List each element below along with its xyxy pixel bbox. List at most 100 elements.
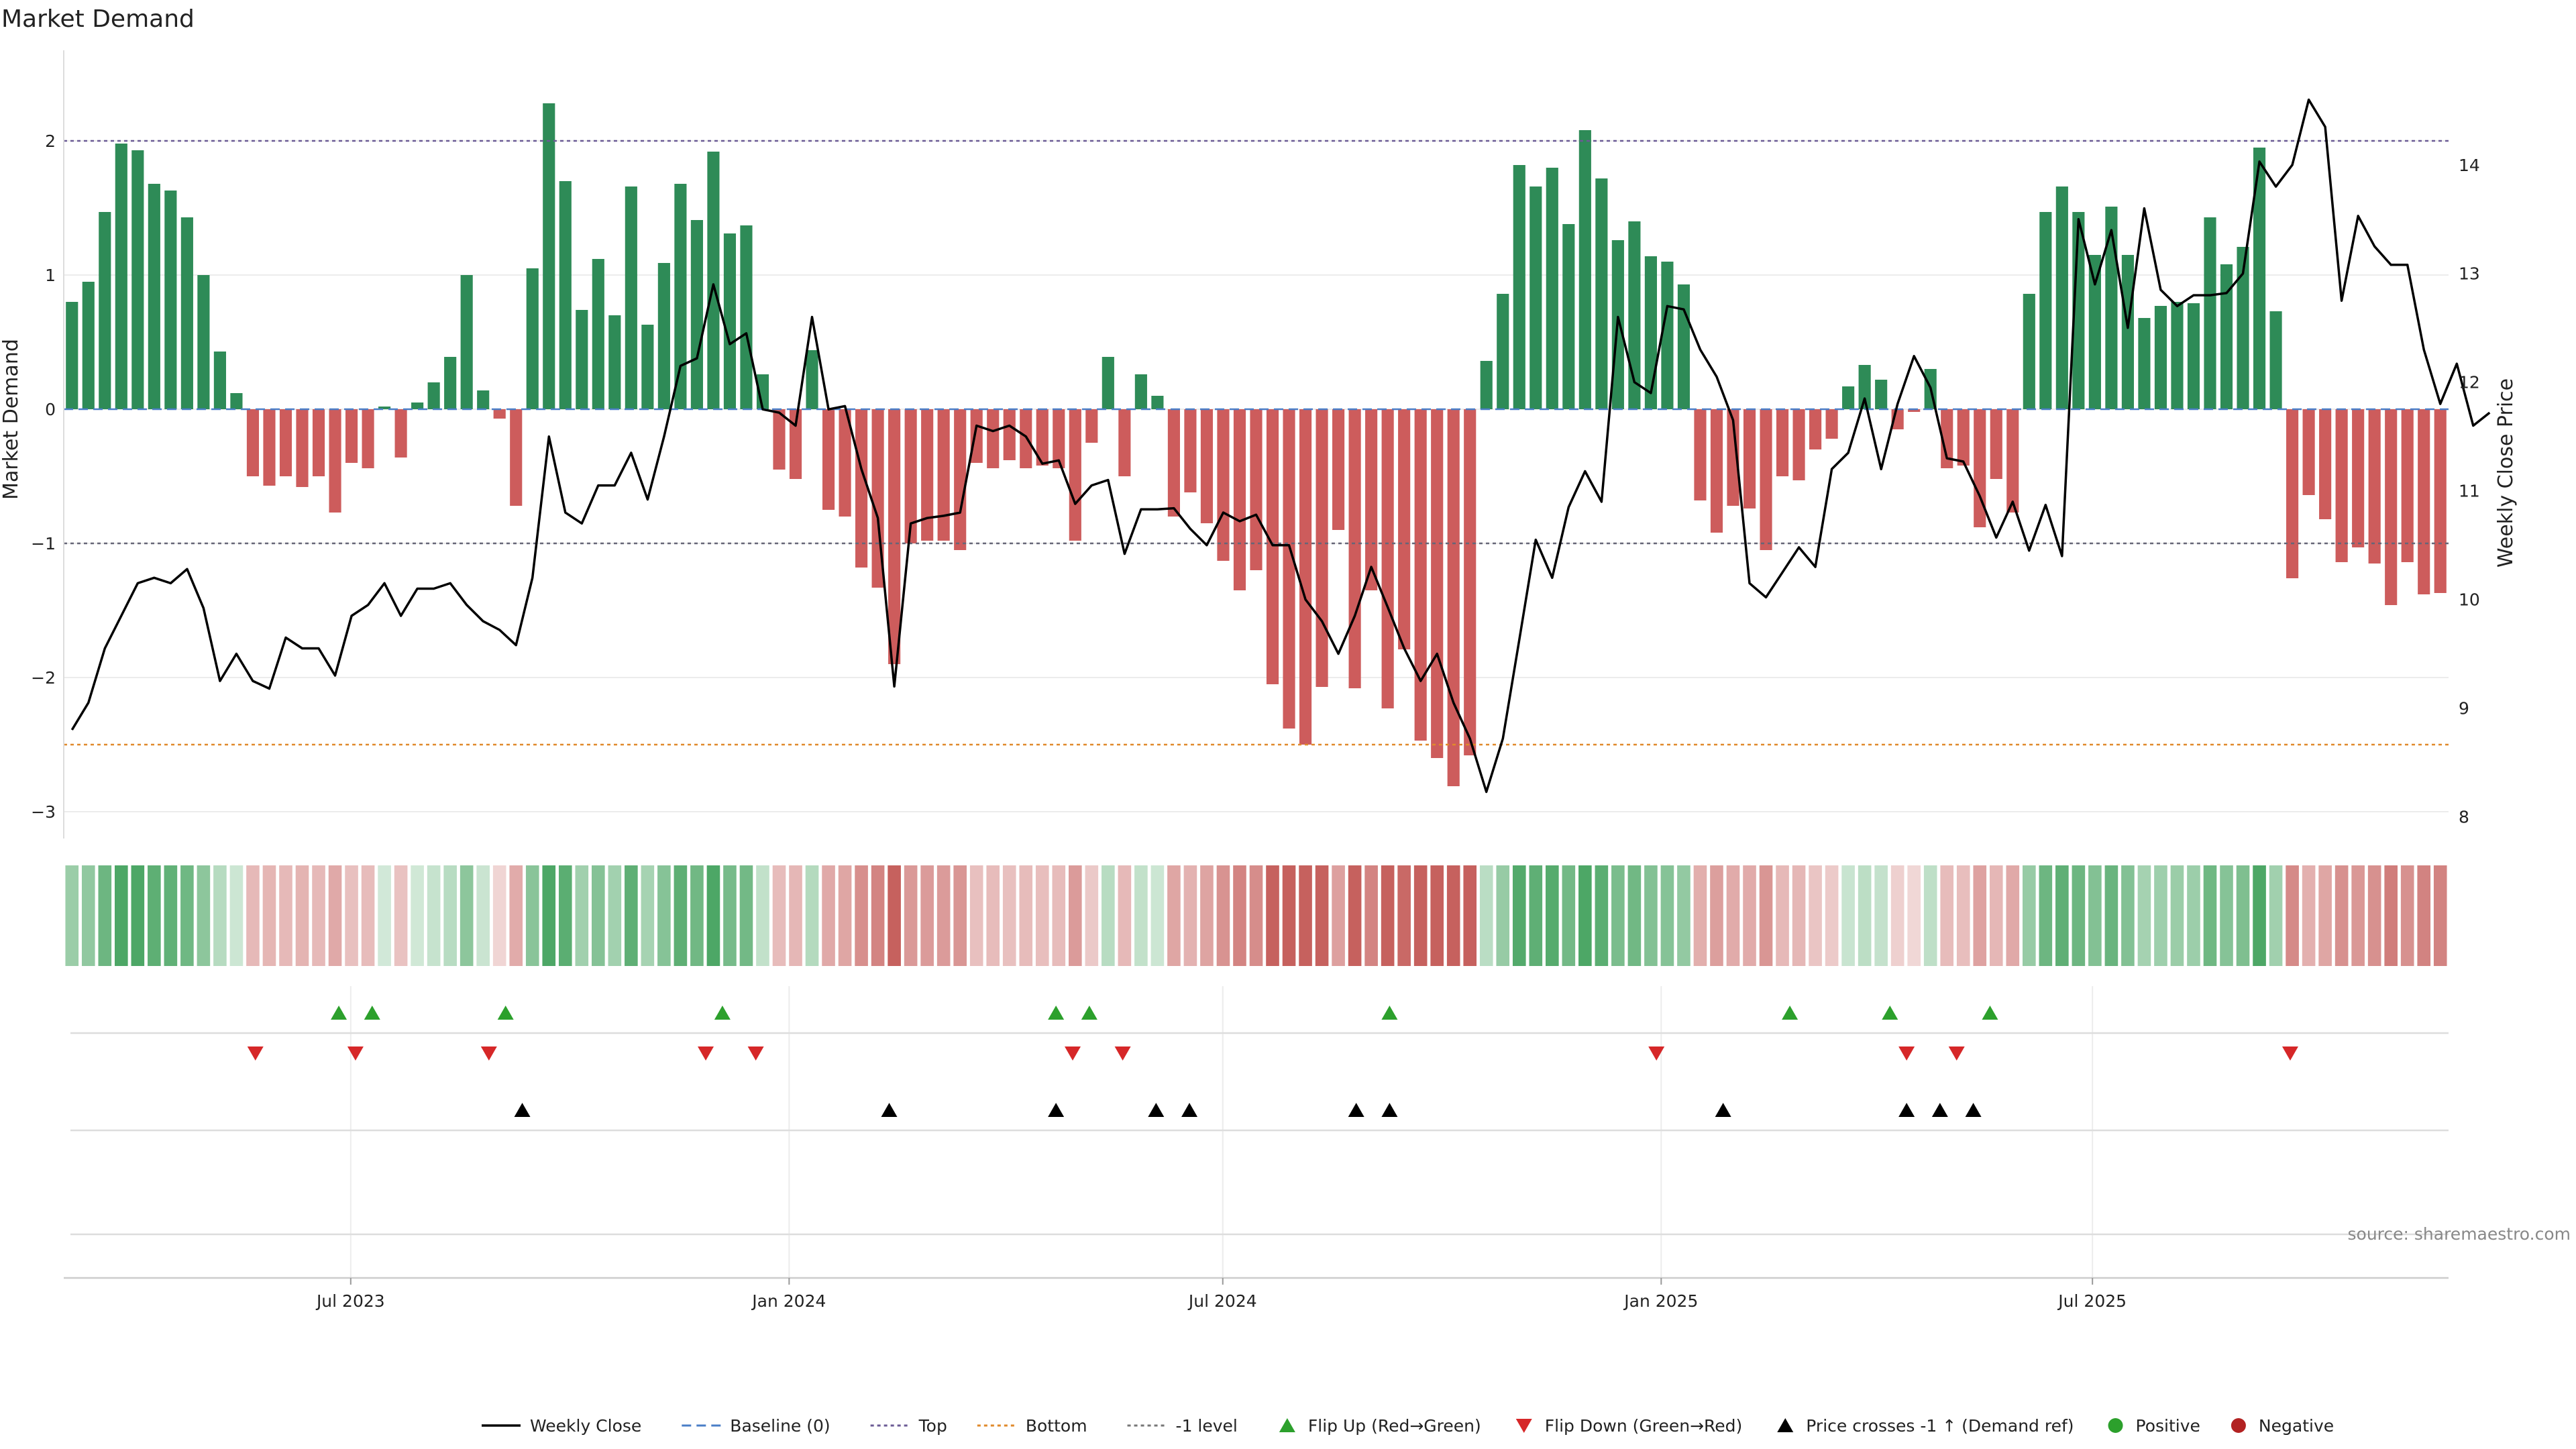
demand-bar: [855, 409, 868, 568]
strip-cell: [2006, 865, 2020, 966]
demand-bar: [1529, 186, 1542, 409]
demand-bar: [954, 409, 967, 550]
y-right-tick-label: 11: [2459, 482, 2480, 501]
price-cross-marker: [1965, 1103, 1982, 1117]
strip-cell: [608, 865, 622, 966]
demand-bar: [937, 409, 950, 541]
strip-cell: [492, 865, 506, 966]
strip-cell: [2154, 865, 2167, 966]
legend-item: Flip Up (Red→Green): [1279, 1416, 1481, 1436]
strip-cell: [2023, 865, 2036, 966]
demand-bar: [1760, 409, 1772, 550]
legend-item: -1 level: [1127, 1416, 1238, 1436]
strip-cell: [953, 865, 967, 966]
strip-cell: [1512, 865, 1526, 966]
strip-cell: [2039, 865, 2053, 966]
y-left-tick-label: −3: [31, 802, 56, 822]
demand-bar: [460, 275, 473, 409]
strip-cell: [674, 865, 688, 966]
demand-bar: [970, 409, 983, 463]
strip-cell: [394, 865, 408, 966]
demand-bar: [2253, 148, 2266, 409]
y-left-tick-label: 0: [45, 400, 56, 419]
strip-cell: [1052, 865, 1066, 966]
demand-bar: [1464, 409, 1477, 755]
y-right-tick-label: 9: [2459, 699, 2469, 718]
legend-label: Positive: [2136, 1416, 2200, 1436]
demand-bar: [1792, 409, 1805, 480]
strip-cell: [986, 865, 1000, 966]
demand-bar: [2418, 409, 2430, 594]
y-right-axis-label: Weekly Close Price: [2494, 378, 2518, 568]
strip-cell: [279, 865, 292, 966]
y-left-tick-label: 2: [45, 131, 56, 151]
demand-bar: [576, 310, 588, 409]
strip-cell: [115, 865, 128, 966]
weekly-close-line: [70, 98, 2491, 794]
demand-bar: [180, 217, 193, 409]
strip-cell: [164, 865, 178, 966]
demand-bar: [1842, 386, 1855, 409]
demand-bar: [625, 186, 637, 409]
legend-label: Bottom: [1026, 1416, 1087, 1436]
strip-cell: [1578, 865, 1592, 966]
strip-cell: [1792, 865, 1806, 966]
legend-swatch-circle: [2108, 1418, 2123, 1433]
legend-swatch-circle: [2231, 1418, 2246, 1433]
demand-bar: [1200, 409, 1214, 523]
demand-bar: [263, 409, 276, 486]
strip-cell: [1858, 865, 1872, 966]
flip-down-marker: [247, 1046, 264, 1061]
strip-cell: [1677, 865, 1690, 966]
demand-bar: [2171, 302, 2184, 409]
strip-cell: [1299, 865, 1312, 966]
strip-cell: [772, 865, 786, 966]
flip-up-marker: [497, 1006, 514, 1020]
strip-cell: [2302, 865, 2316, 966]
demand-bar: [2204, 217, 2216, 409]
strip-cell: [641, 865, 655, 966]
demand-bar: [230, 393, 243, 409]
flip-up-marker: [1048, 1006, 1065, 1020]
strip-cell: [1233, 865, 1246, 966]
strip-cell: [1150, 865, 1165, 966]
demand-bar: [2352, 409, 2365, 547]
strip-cell: [525, 865, 539, 966]
strip-cell: [2253, 865, 2266, 966]
price-cross-marker: [1898, 1103, 1915, 1117]
strip-cell: [969, 865, 983, 966]
demand-bar: [1348, 409, 1361, 688]
strip-cell: [690, 865, 704, 966]
flip-down-marker: [2282, 1046, 2298, 1061]
strip-cell: [246, 865, 260, 966]
flip-up-marker: [1381, 1006, 1398, 1020]
strip-cell: [1249, 865, 1263, 966]
strip-cell: [1710, 865, 1723, 966]
strip-cell: [1200, 865, 1214, 966]
demand-bar: [1250, 409, 1263, 570]
demand-bar: [312, 409, 325, 476]
strip-cell: [1019, 865, 1033, 966]
strip-cell: [2220, 865, 2233, 966]
flip-down-marker: [698, 1046, 714, 1061]
demand-bar: [2154, 306, 2167, 409]
demand-bar: [1809, 409, 1822, 449]
strip-cell: [1989, 865, 2003, 966]
strip-cell: [81, 865, 95, 966]
strip-cell: [2055, 865, 2069, 966]
demand-bar: [1825, 409, 1838, 439]
strip-cell: [1529, 865, 1543, 966]
demand-bar: [2055, 186, 2068, 409]
legend: Weekly Close Baseline (0) Top Bottom -1 leve…: [482, 1416, 2334, 1436]
demand-bar: [115, 144, 127, 409]
demand-bar: [1299, 409, 1312, 745]
demand-bar: [2302, 409, 2315, 495]
demand-bar: [99, 212, 111, 409]
strip-cell: [2334, 865, 2349, 966]
demand-bar: [1381, 409, 1394, 708]
legend-item: Flip Down (Green→Red): [1515, 1416, 1742, 1436]
strip-cell: [1167, 865, 1181, 966]
demand-bar: [2006, 409, 2019, 513]
demand-bar: [1283, 409, 1295, 729]
